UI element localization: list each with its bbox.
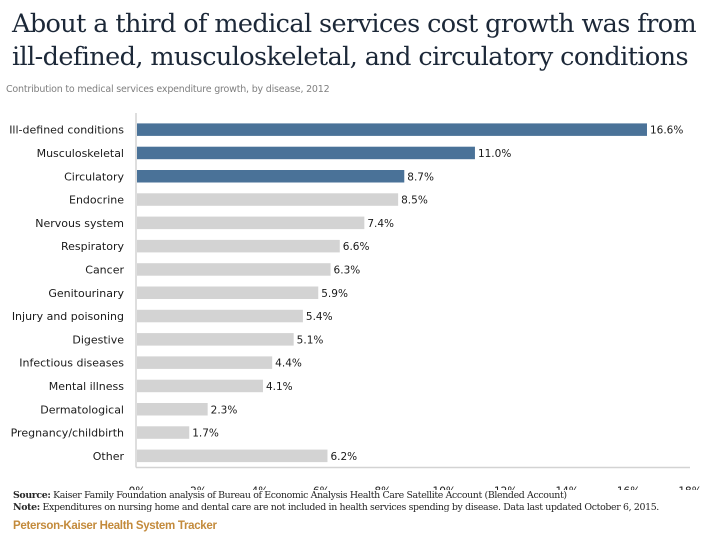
value-label: 5.4%	[306, 311, 333, 323]
category-label: Ill-defined conditions	[9, 124, 124, 137]
bar-infectious-diseases	[137, 356, 273, 369]
source-label: Source:	[13, 490, 51, 501]
bar-digestive	[137, 333, 294, 346]
bar-injury-and-poisoning	[137, 309, 303, 323]
note-line: Note: Expenditures on nursing home and d…	[13, 502, 659, 514]
value-label: 7.4%	[367, 218, 394, 230]
x-tick-label: 12%	[494, 486, 517, 491]
category-label: Nervous system	[35, 217, 124, 230]
bar-respiratory	[137, 239, 340, 253]
category-label: Digestive	[72, 333, 124, 346]
x-tick-labels-group: 0% 2% 4% 6% 8% 10% 12% 14% 16% 18%	[129, 486, 702, 491]
footer-notes: Source: Kaiser Family Foundation analysi…	[13, 490, 659, 514]
brand-logo-text: Peterson-Kaiser Health System Tracker	[13, 520, 217, 532]
bar-mental-illness	[137, 379, 263, 393]
category-labels-group: Ill-defined conditions Musculoskeletal Cir…	[9, 124, 124, 463]
chart-subtitle: Contribution to medical services expendi…	[6, 84, 330, 95]
value-label: 5.9%	[321, 288, 348, 300]
bars-group	[137, 123, 647, 463]
bar-musculoskeletal	[137, 146, 475, 160]
x-tick-label: 0%	[129, 486, 146, 491]
value-label: 4.1%	[266, 381, 293, 393]
value-label: 6.6%	[343, 241, 370, 253]
bar-chart: Ill-defined conditions Musculoskeletal Cir…	[9, 113, 702, 491]
category-label: Cancer	[85, 263, 124, 276]
bar-nervous-system	[137, 216, 365, 230]
category-label: Genitourinary	[48, 287, 124, 300]
bar-ill-defined-conditions	[137, 123, 647, 136]
bar-genitourinary	[137, 286, 319, 299]
category-label: Musculoskeletal	[37, 147, 124, 160]
bar-pregnancy-childbirth	[137, 426, 190, 439]
value-label: 4.4%	[275, 358, 302, 370]
category-label: Mental illness	[49, 380, 124, 393]
bar-circulatory	[137, 170, 405, 183]
value-labels-group: 16.6% 11.0% 8.7% 8.5% 7.4% 6.6% 6.3% 5.9% 5.4% 5.…	[192, 125, 683, 463]
category-label: Infectious diseases	[19, 357, 124, 370]
bar-dermatological	[137, 403, 208, 416]
x-tick-label: 8%	[374, 486, 391, 491]
value-label: 11.0%	[478, 148, 511, 160]
category-label: Circulatory	[64, 170, 124, 183]
value-label: 2.3%	[211, 404, 238, 416]
x-tick-label: 18%	[678, 486, 701, 491]
chart-title-line-1: About a third of medical services cost g…	[12, 9, 697, 39]
bar-endocrine	[137, 193, 399, 206]
source-line: Source: Kaiser Family Foundation analysi…	[13, 490, 659, 502]
chart-title-line-2: ill-defined, musculoskeletal, and circul…	[12, 42, 689, 72]
value-label: 16.6%	[650, 125, 683, 137]
x-tick-label: 4%	[252, 486, 269, 491]
note-label: Note:	[13, 502, 40, 513]
category-label: Respiratory	[61, 240, 125, 253]
category-label: Endocrine	[69, 194, 124, 207]
category-label: Other	[93, 450, 125, 463]
bar-cancer	[137, 263, 331, 276]
x-tick-label: 10%	[433, 486, 456, 491]
category-label: Injury and poisoning	[12, 310, 124, 323]
bar-other	[137, 449, 328, 463]
value-label: 8.5%	[401, 195, 428, 207]
value-label: 8.7%	[407, 171, 434, 183]
x-tick-label: 6%	[313, 486, 330, 491]
chart-title: About a third of medical services cost g…	[12, 8, 712, 74]
category-label: Pregnancy/childbirth	[11, 427, 124, 440]
x-tick-label: 14%	[555, 486, 578, 491]
category-label: Dermatological	[40, 403, 124, 416]
source-text: Kaiser Family Foundation analysis of Bur…	[53, 490, 567, 501]
value-label: 1.7%	[192, 428, 219, 440]
value-label: 5.1%	[297, 334, 324, 346]
value-label: 6.3%	[334, 264, 361, 276]
x-tick-label: 16%	[617, 486, 640, 491]
value-label: 6.2%	[330, 451, 357, 463]
note-text: Expenditures on nursing home and dental …	[42, 502, 659, 513]
x-tick-label: 2%	[190, 486, 207, 491]
